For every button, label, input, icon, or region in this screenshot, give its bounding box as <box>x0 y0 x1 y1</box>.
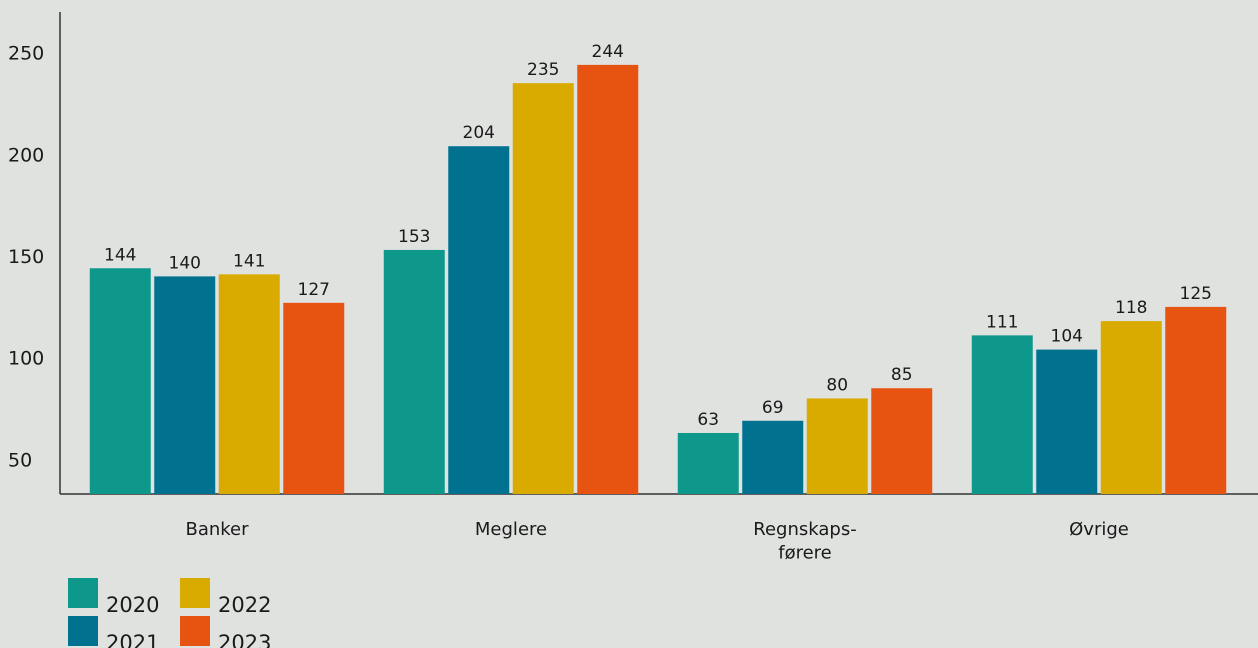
x-tick-label: Regnskaps-førere <box>753 519 856 563</box>
bar <box>742 420 804 494</box>
bar <box>971 335 1033 494</box>
bar <box>677 432 739 494</box>
bar <box>512 83 574 495</box>
bar <box>383 249 445 494</box>
y-tick-label: 250 <box>8 43 44 65</box>
y-tick-label: 50 <box>8 449 32 471</box>
legend-swatch <box>68 578 98 608</box>
bar <box>218 274 280 494</box>
data-label: 118 <box>1115 298 1147 318</box>
bar <box>871 388 933 494</box>
y-tick-label: 100 <box>8 348 44 370</box>
bar <box>154 276 216 494</box>
data-label: 235 <box>527 60 559 80</box>
data-label: 125 <box>1180 284 1212 304</box>
bar <box>1165 306 1227 494</box>
bar <box>89 268 151 494</box>
x-tick-label: Banker <box>185 519 249 540</box>
bar <box>448 146 510 494</box>
data-label: 80 <box>826 375 848 395</box>
data-label: 204 <box>463 123 495 143</box>
data-label: 104 <box>1051 327 1083 347</box>
legend-label: 2020 <box>106 593 159 617</box>
legend-label: 2021 <box>106 631 159 648</box>
legend-label: 2022 <box>218 593 271 617</box>
legend-swatch <box>180 616 210 646</box>
y-tick-label: 150 <box>8 246 44 268</box>
bar <box>577 64 639 495</box>
data-label: 141 <box>233 251 265 271</box>
legend-swatch <box>180 578 210 608</box>
data-label: 153 <box>398 227 430 247</box>
legend-swatch <box>68 616 98 646</box>
data-label: 69 <box>762 398 784 418</box>
data-label: 144 <box>104 245 136 265</box>
data-label: 85 <box>891 365 913 385</box>
x-tick-label: Meglere <box>475 519 547 540</box>
bar <box>1036 349 1098 494</box>
data-label: 111 <box>986 312 1018 332</box>
data-label: 244 <box>592 42 624 62</box>
y-tick-label: 200 <box>8 144 44 166</box>
bar <box>1100 321 1162 494</box>
data-label: 127 <box>298 280 330 300</box>
bar <box>806 398 868 494</box>
legend-label: 2023 <box>218 631 271 648</box>
bar <box>283 302 345 494</box>
data-label: 140 <box>169 253 201 273</box>
data-label: 63 <box>697 410 719 430</box>
x-tick-label: Øvrige <box>1069 519 1129 540</box>
